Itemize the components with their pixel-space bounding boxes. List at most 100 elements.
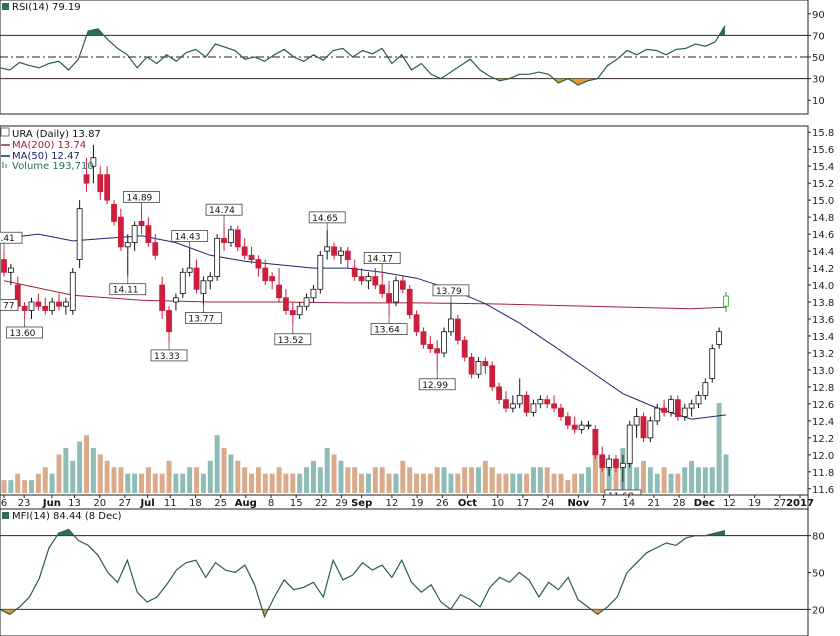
volume-bar	[675, 473, 681, 493]
y-tick-label: 90	[812, 10, 825, 21]
callout-label: 13.64	[374, 326, 400, 336]
x-tick-label: 19	[748, 498, 761, 509]
volume-bar	[469, 467, 475, 493]
callout-box	[109, 283, 147, 296]
volume-bar	[276, 467, 282, 493]
candle-body	[571, 424, 578, 430]
x-tick-label: 27	[119, 498, 132, 509]
callout-label: 13.33	[154, 352, 180, 362]
volume-bar	[125, 473, 131, 493]
y-tick-label: 70	[812, 31, 825, 42]
overbought-fill	[0, 529, 725, 536]
candle-body	[702, 382, 709, 396]
candle-body	[21, 305, 28, 311]
candle-body	[723, 295, 729, 307]
candle-body	[716, 331, 723, 345]
callout-label: 13.52	[278, 336, 304, 346]
x-tick-label: 21	[648, 498, 661, 509]
volume-bar	[448, 473, 454, 493]
callout-label: 12.99	[422, 381, 448, 391]
candle-body	[413, 314, 420, 333]
price-panel: 14.41 13.60 14.89 14.11 13.33 14.43 13.77 14.74…	[0, 125, 834, 502]
volume-bar	[297, 473, 303, 493]
volume-bar	[634, 467, 640, 493]
y-tick-label: 14.0	[812, 281, 834, 292]
candle-body	[523, 394, 530, 413]
y-tick-label: 14.6	[812, 230, 834, 241]
volume-bar	[716, 403, 722, 493]
candle-body	[379, 284, 386, 294]
volume-bar	[668, 473, 674, 493]
candle-body	[159, 284, 166, 311]
volume-bar	[434, 467, 440, 493]
candle-body	[681, 407, 688, 418]
y-tick-label: 12.4	[812, 417, 834, 428]
x-tick-label: 22	[315, 498, 328, 509]
candle-body	[674, 399, 681, 418]
mfi-line	[0, 528, 726, 619]
candle-body	[544, 399, 551, 405]
candle-body	[255, 259, 262, 269]
candle-body	[221, 237, 227, 243]
volume-bar	[606, 460, 612, 493]
callout-box	[185, 312, 222, 324]
candle-body	[97, 174, 104, 193]
candle-body	[393, 280, 399, 303]
x-tick-label: 24	[542, 498, 555, 509]
y-tick-label: 12.8	[812, 383, 834, 394]
volume-bar	[565, 480, 571, 493]
ma50-line	[3, 233, 727, 420]
candle-body	[173, 297, 179, 303]
volume-bar	[118, 467, 124, 493]
volume-bar	[441, 467, 447, 493]
volume-bar	[29, 480, 35, 493]
candle-body	[262, 267, 269, 282]
callout-label: 13.77	[188, 315, 214, 325]
volume-bar	[599, 467, 605, 493]
candle-body	[640, 416, 647, 439]
mfi-panel: 20 50 80 MFI(14) 84.44 (8 Dec)	[0, 508, 825, 636]
y-tick-label: 15.0	[812, 196, 834, 207]
callout-label: 14.41	[0, 234, 15, 244]
callout-box	[6, 326, 44, 339]
candle-body	[351, 267, 358, 277]
volume-bar	[709, 467, 715, 493]
volume-bar	[503, 473, 509, 493]
y-tick-label: 15.2	[812, 179, 834, 190]
y-tick-label: 12.2	[812, 434, 834, 445]
volume-bar	[159, 473, 165, 493]
volume-bar	[475, 467, 481, 493]
candle-body	[406, 288, 413, 316]
volume-bar	[352, 467, 358, 493]
candle-body	[399, 280, 406, 290]
x-tick-label: Nov	[567, 498, 589, 509]
volume-bar	[84, 435, 90, 493]
candle-body	[276, 284, 282, 299]
volume-bar	[592, 454, 598, 493]
volume-bar	[647, 467, 653, 493]
callout-box	[418, 378, 456, 391]
y-tick-label: 11.8	[812, 468, 834, 479]
volume-bar	[63, 448, 69, 493]
volume-bar	[104, 460, 110, 493]
callout-label: 14.11	[113, 286, 139, 296]
legend-volume: Volume 193,710	[12, 161, 94, 172]
volume-bar	[510, 473, 516, 493]
y-tick-label: 12.0	[812, 451, 834, 462]
candle-body	[688, 403, 695, 409]
rsi-legend-icon	[2, 3, 9, 10]
volume-bar	[166, 460, 172, 493]
candle-body	[633, 416, 640, 426]
y-tick-label: 15.4	[812, 162, 834, 173]
candle-body	[420, 331, 427, 345]
volume-bar	[132, 473, 138, 493]
volume-bar	[414, 473, 420, 493]
candle-body	[56, 301, 62, 307]
callout-label: 14.65	[312, 214, 338, 224]
candle-body	[344, 250, 351, 260]
volume-bar	[249, 473, 255, 493]
volume-bar	[269, 473, 275, 493]
volume-bar	[530, 467, 536, 493]
candle-body	[90, 157, 97, 167]
candle-body	[7, 267, 14, 273]
